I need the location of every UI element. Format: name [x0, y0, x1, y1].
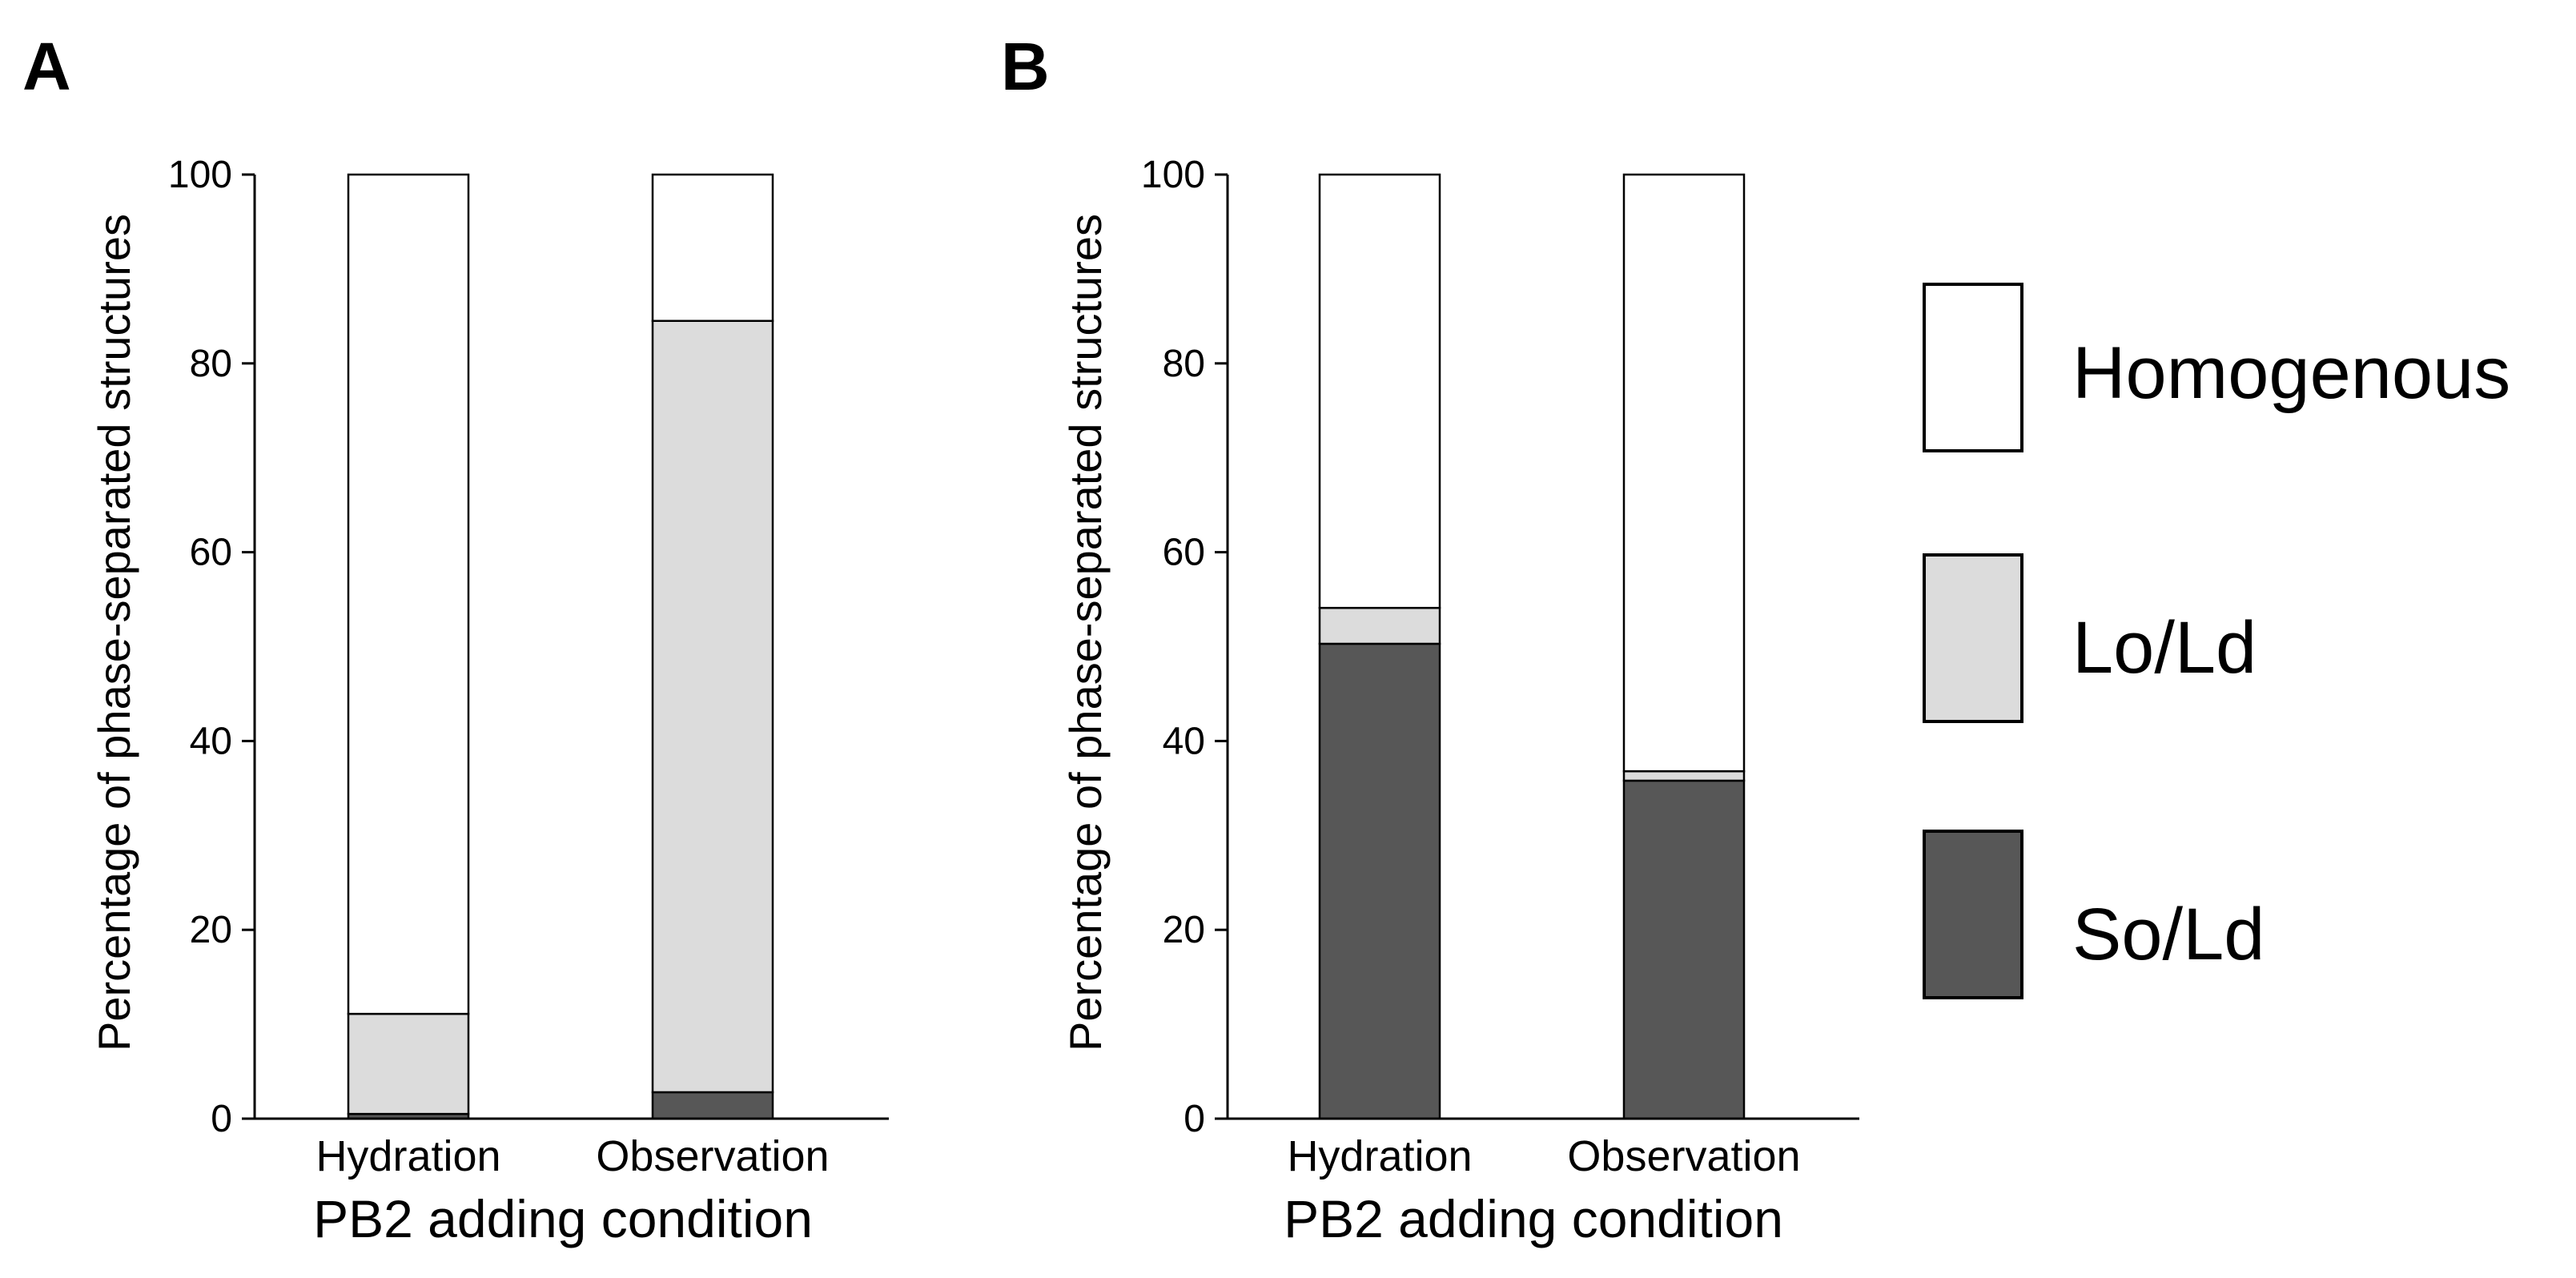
y-ticks: 0 20 40 60 80 100 — [1141, 154, 1228, 1140]
y-tick-label: 100 — [168, 154, 232, 196]
y-axis-title: Percentage of phase-separated structures — [1060, 214, 1111, 1051]
x-axis-title: PB2 adding condition — [313, 1189, 813, 1248]
y-tick-label: 60 — [190, 532, 232, 574]
y-ticks: 0 20 40 60 80 100 — [168, 154, 255, 1140]
bar-segment-homogenous-observation — [651, 173, 774, 322]
y-tick-label: 60 — [1163, 532, 1205, 574]
bar-segment-homogenous-hydration — [347, 173, 470, 1015]
legend-label-so-ld: So/Ld — [2072, 894, 2265, 975]
bar-segment-lo-ld-hydration — [1318, 606, 1441, 645]
x-categories: Hydration Observation — [315, 1132, 829, 1180]
y-tick-label: 0 — [211, 1098, 232, 1140]
y-axis-title: Percentage of phase-separated structures — [89, 214, 139, 1051]
y-tick-label: 80 — [190, 343, 232, 385]
panel-label: B — [1001, 29, 1050, 104]
bar-segment-so-ld-hydration — [1318, 642, 1441, 1120]
y-tick-label: 20 — [1163, 909, 1205, 951]
y-tick-label: 40 — [1163, 720, 1205, 762]
bars — [347, 173, 774, 1120]
panel-b: B Percentage of phase-separated structur… — [1001, 29, 1859, 1248]
y-tick-label: 100 — [1141, 154, 1205, 196]
legend-swatch-so-ld — [1923, 830, 2023, 999]
x-categories: Hydration Observation — [1287, 1132, 1800, 1180]
x-category-label-observation: Observation — [1567, 1132, 1800, 1180]
legend-item-homogenous: Homogenous — [1923, 283, 2510, 452]
y-tick-label: 20 — [190, 909, 232, 951]
x-category-label-hydration: Hydration — [315, 1132, 500, 1180]
bar-segment-lo-ld-observation — [651, 320, 774, 1094]
bar-segment-homogenous-observation — [1622, 173, 1746, 773]
y-tick-label: 80 — [1163, 343, 1205, 385]
legend-swatch-lo-ld — [1923, 553, 2023, 723]
x-category-label-hydration: Hydration — [1287, 1132, 1472, 1180]
bar-segment-homogenous-hydration — [1318, 173, 1441, 609]
x-category-label-observation: Observation — [596, 1132, 829, 1180]
x-axis-title: PB2 adding condition — [1284, 1189, 1783, 1248]
bar-segment-lo-ld-hydration — [347, 1012, 470, 1115]
bar-segment-lo-ld-observation — [1622, 770, 1746, 782]
legend: Homogenous Lo/Ld So/Ld — [1923, 283, 2510, 999]
axes — [1226, 175, 1859, 1120]
bar-segment-so-ld-observation — [651, 1091, 774, 1120]
panel-label: A — [22, 29, 71, 104]
axes — [253, 175, 889, 1120]
legend-label-lo-ld: Lo/Ld — [2072, 607, 2257, 689]
bar-segment-so-ld-observation — [1622, 779, 1746, 1120]
legend-swatch-homogenous — [1923, 283, 2023, 452]
y-tick-label: 40 — [190, 720, 232, 762]
y-tick-label: 0 — [1184, 1098, 1205, 1140]
panel-a: A Percentage of phase-separated structur… — [22, 29, 889, 1248]
legend-item-lo-ld: Lo/Ld — [1923, 553, 2257, 723]
bars — [1318, 173, 1746, 1120]
legend-label-homogenous: Homogenous — [2072, 332, 2510, 414]
legend-item-so-ld: So/Ld — [1923, 830, 2265, 999]
